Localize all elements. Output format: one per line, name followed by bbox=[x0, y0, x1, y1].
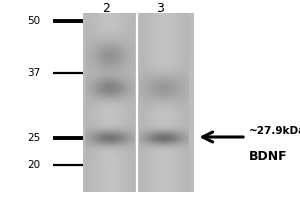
Text: 37: 37 bbox=[27, 68, 40, 78]
Text: 3: 3 bbox=[157, 2, 164, 16]
Text: 20: 20 bbox=[27, 160, 40, 170]
Bar bbox=[82, 13, 194, 192]
Text: 25: 25 bbox=[27, 133, 40, 143]
Text: 50: 50 bbox=[27, 16, 40, 26]
Text: ~27.9kDa: ~27.9kDa bbox=[249, 126, 300, 136]
Text: 2: 2 bbox=[103, 2, 110, 16]
Text: BDNF: BDNF bbox=[249, 150, 288, 162]
